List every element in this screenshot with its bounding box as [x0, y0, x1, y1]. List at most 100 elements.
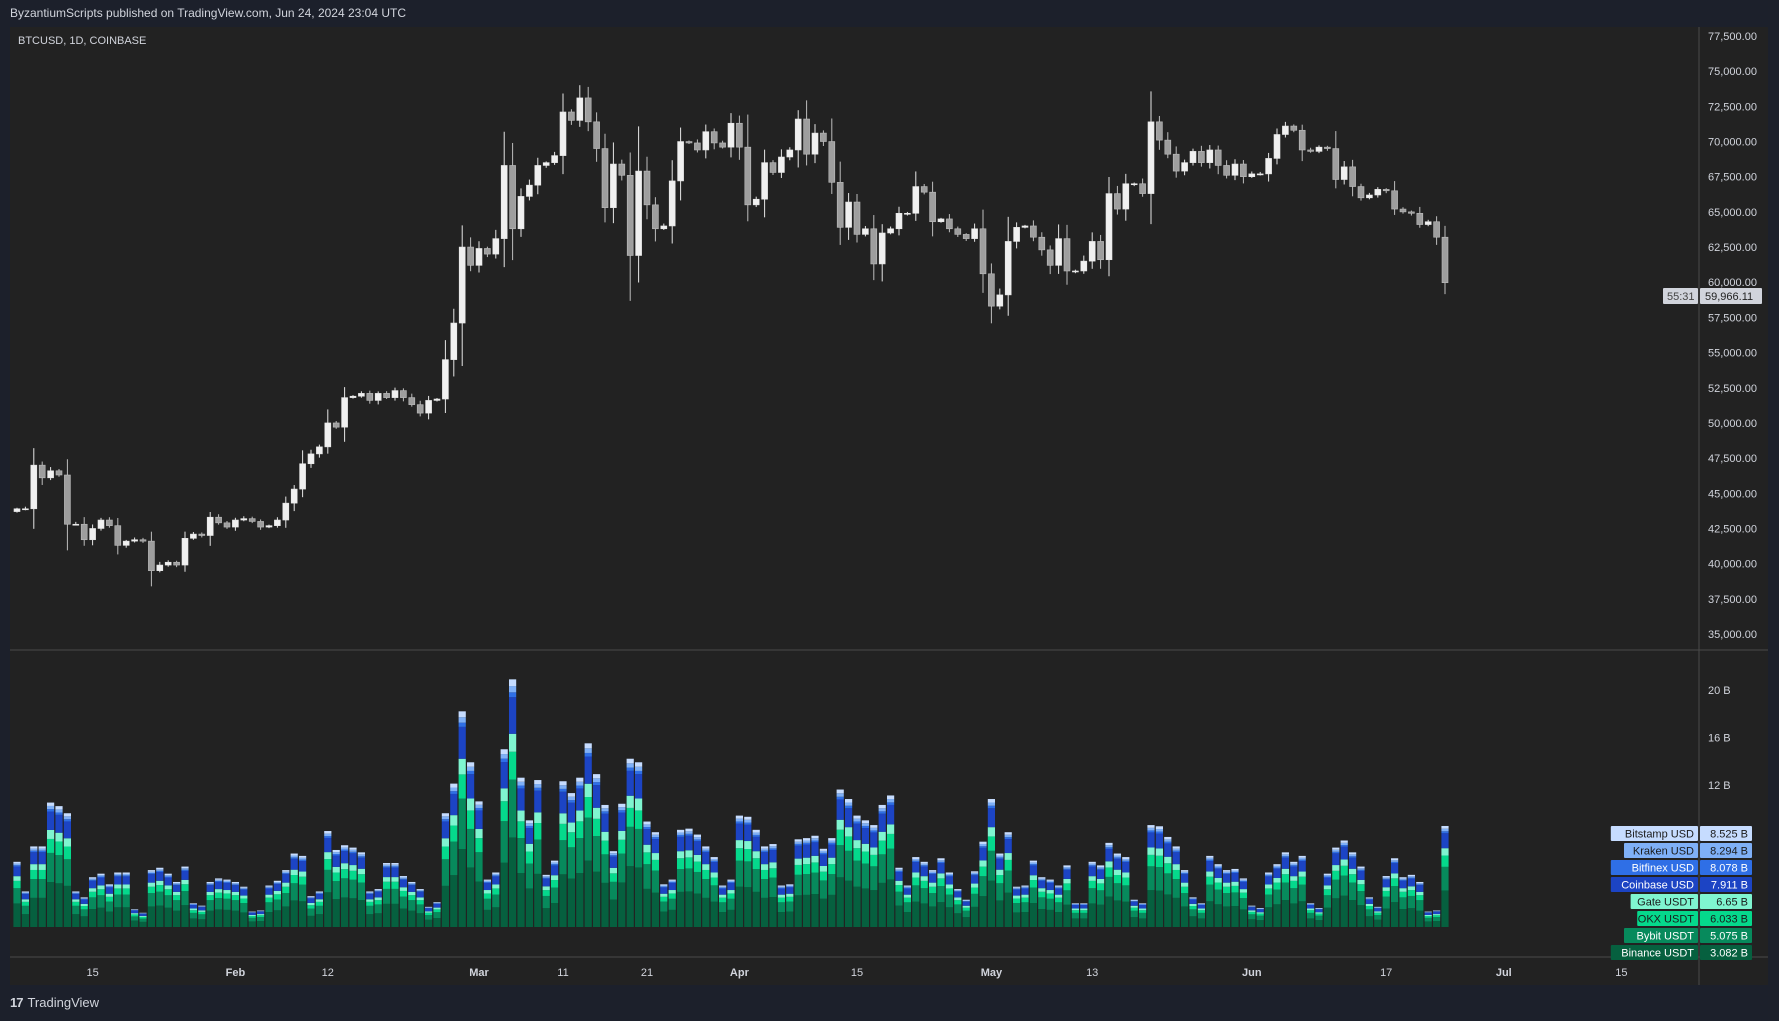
volume-bar-bitfinex-usd [1441, 831, 1449, 834]
volume-bar-bitstamp-usd [55, 806, 63, 810]
volume-bar-bybit-usdt [189, 912, 197, 919]
volume-bar-okx-usdt [13, 880, 21, 889]
volume-bar-coinbase-usd [147, 874, 155, 883]
volume-bar-binance-usdt [1080, 918, 1088, 927]
volume-bar-bitstamp-usd [1248, 905, 1256, 907]
volume-bar-bitfinex-usd [1164, 841, 1172, 844]
volume-bar-kraken-usd [181, 868, 189, 870]
candle-body [173, 561, 180, 566]
volume-bar-bitstamp-usd [324, 831, 332, 834]
volume-bar-bitfinex-usd [1097, 868, 1105, 870]
volume-bar-gate-usdt [685, 850, 693, 858]
volume-bar-bybit-usdt [1029, 887, 1037, 904]
volume-bar-bitstamp-usd [601, 804, 609, 809]
volume-bar-bitfinex-usd [1273, 867, 1281, 869]
candle-body [1357, 186, 1365, 199]
volume-bar-kraken-usd [97, 875, 105, 877]
volume-bar-kraken-usd [156, 869, 164, 871]
volume-bar-gate-usdt [987, 827, 995, 837]
volume-bar-coinbase-usd [811, 842, 819, 856]
volume-bar-bybit-usdt [366, 905, 374, 915]
volume-bar-kraken-usd [836, 793, 844, 797]
volume-bar-okx-usdt [1046, 893, 1054, 899]
volume-bar-bybit-usdt [685, 868, 693, 892]
volume-bar-kraken-usd [1332, 849, 1340, 852]
volume-bar-okx-usdt [551, 880, 559, 888]
time-tick-label: 17 [1380, 967, 1392, 979]
volume-bar-kraken-usd [567, 796, 575, 801]
candle-body [752, 198, 760, 206]
volume-bar-okx-usdt [223, 893, 231, 899]
candle-body [526, 184, 533, 197]
volume-bar-bitstamp-usd [1315, 908, 1323, 909]
volume-bar-gate-usdt [425, 911, 433, 913]
volume-bar-coinbase-usd [836, 799, 844, 820]
volume-bar-bitstamp-usd [794, 839, 802, 842]
volume-bar-bitstamp-usd [1441, 825, 1449, 829]
volume-bar-okx-usdt [996, 875, 1004, 884]
volume-bar-bitstamp-usd [929, 870, 937, 872]
volume-bar-coinbase-usd [887, 804, 895, 825]
candle-body [282, 502, 290, 521]
volume-bar-bitstamp-usd [1004, 832, 1012, 835]
candle-body [1198, 151, 1205, 163]
volume-bar-kraken-usd [38, 848, 46, 851]
volume-bar-kraken-usd [937, 860, 945, 862]
volume-bar-coinbase-usd [1055, 888, 1063, 895]
candle-body [374, 393, 382, 401]
volume-bar-gate-usdt [273, 890, 281, 895]
volume-bar-bitfinex-usd [1155, 831, 1163, 834]
candle-body [1021, 225, 1029, 228]
volume-bar-kraken-usd [744, 819, 752, 823]
volume-bar-bitfinex-usd [38, 850, 46, 853]
volume-bar-gate-usdt [1290, 876, 1298, 881]
volume-bar-bybit-usdt [1021, 902, 1029, 913]
volume-bar-binance-usdt [693, 893, 701, 927]
volume-bar-bitfinex-usd [945, 875, 953, 877]
volume-bar-bitfinex-usd [651, 837, 659, 840]
candle-body [1097, 241, 1104, 261]
volume-bar-bybit-usdt [870, 866, 878, 891]
volume-bar-bitfinex-usd [391, 866, 399, 868]
volume-bar-coinbase-usd [21, 894, 29, 900]
candle-body [1374, 189, 1382, 196]
volume-bar-bitfinex-usd [1122, 860, 1130, 863]
volume-bar-coinbase-usd [719, 888, 727, 895]
volume-bar-bitfinex-usd [215, 880, 223, 882]
volume-bar-gate-usdt [1239, 889, 1247, 893]
volume-bar-okx-usdt [366, 901, 374, 906]
volume-bar-okx-usdt [1290, 880, 1298, 889]
volume-bar-kraken-usd [265, 886, 273, 888]
volume-bar-binance-usdt [626, 866, 634, 927]
candle-body [828, 141, 836, 183]
volume-bar-binance-usdt [374, 913, 382, 927]
volume-bar-binance-usdt [492, 907, 500, 927]
candle-body [341, 397, 348, 428]
volume-bar-gate-usdt [1416, 891, 1424, 896]
volume-bar-bitstamp-usd [1071, 903, 1079, 904]
volume-bar-bitfinex-usd [1231, 871, 1239, 874]
volume-bar-gate-usdt [282, 882, 290, 887]
candle-body [265, 525, 273, 528]
volume-bar-bybit-usdt [567, 847, 575, 879]
footer-brand[interactable]: 17 TradingView [10, 995, 99, 1010]
volume-bar-okx-usdt [895, 885, 903, 892]
candle-body [324, 422, 332, 448]
volume-bar-coinbase-usd [1113, 858, 1121, 870]
volume-bar-bybit-usdt [643, 864, 651, 889]
volume-bar-okx-usdt [1021, 897, 1029, 903]
volume-bar-gate-usdt [500, 788, 508, 802]
legend-series-name: Coinbase USD [1621, 880, 1694, 892]
volume-bar-okx-usdt [1298, 876, 1306, 885]
candle-body [22, 508, 29, 511]
time-tick-label: Mar [469, 967, 489, 979]
volume-bar-binance-usdt [1021, 912, 1029, 927]
volume-bar-gate-usdt [1433, 914, 1441, 916]
volume-bar-bitfinex-usd [89, 879, 97, 881]
candle-body [677, 141, 684, 182]
volume-bar-bitfinex-usd [374, 891, 382, 892]
volume-bar-coinbase-usd [1206, 861, 1214, 872]
volume-bar-kraken-usd [635, 766, 643, 771]
volume-bar-binance-usdt [114, 907, 122, 927]
